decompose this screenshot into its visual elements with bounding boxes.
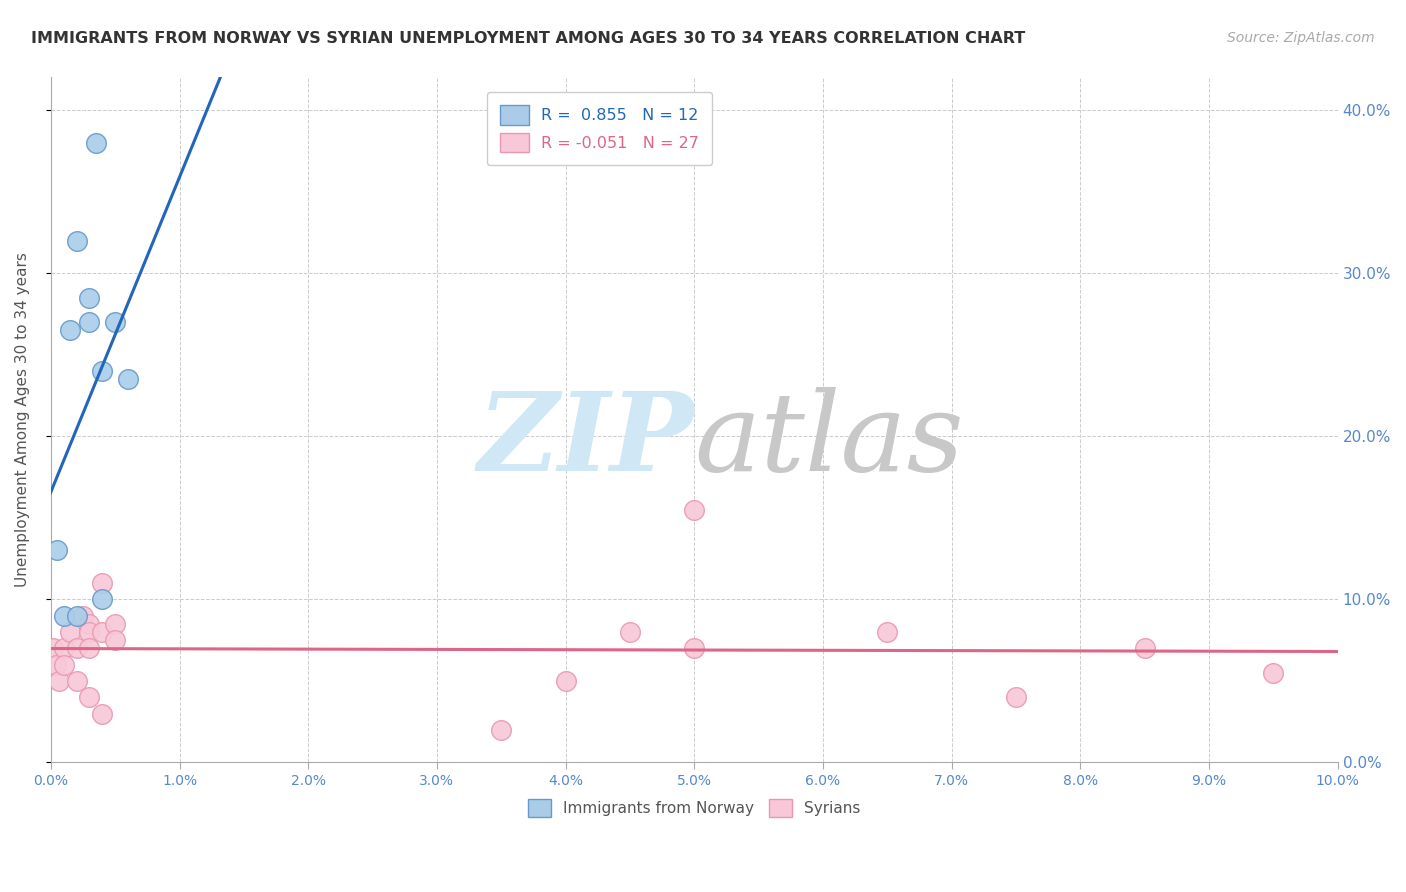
Point bbox=[45, 657, 67, 672]
Point bbox=[104, 633, 127, 648]
Point bbox=[48, 673, 70, 688]
Point bbox=[79, 291, 101, 305]
Text: Source: ZipAtlas.com: Source: ZipAtlas.com bbox=[1227, 31, 1375, 45]
Text: ZIP: ZIP bbox=[478, 387, 695, 494]
Point bbox=[1263, 665, 1285, 680]
Point bbox=[79, 315, 101, 329]
Point bbox=[489, 723, 512, 737]
Point bbox=[52, 641, 75, 656]
Point bbox=[1133, 641, 1156, 656]
Text: atlas: atlas bbox=[695, 387, 965, 494]
Point bbox=[42, 641, 65, 656]
Point bbox=[91, 706, 114, 721]
Point bbox=[91, 624, 114, 639]
Point bbox=[65, 673, 87, 688]
Point bbox=[104, 616, 127, 631]
Point bbox=[79, 641, 101, 656]
Point bbox=[91, 592, 114, 607]
Point bbox=[876, 624, 898, 639]
Point bbox=[79, 690, 101, 705]
Point bbox=[1005, 690, 1028, 705]
Point bbox=[46, 543, 69, 558]
Point bbox=[117, 372, 139, 386]
Point bbox=[683, 502, 706, 516]
Legend: Immigrants from Norway, Syrians: Immigrants from Norway, Syrians bbox=[522, 792, 868, 823]
Point bbox=[65, 234, 87, 248]
Point bbox=[65, 608, 87, 623]
Text: IMMIGRANTS FROM NORWAY VS SYRIAN UNEMPLOYMENT AMONG AGES 30 TO 34 YEARS CORRELAT: IMMIGRANTS FROM NORWAY VS SYRIAN UNEMPLO… bbox=[31, 31, 1025, 46]
Point bbox=[79, 616, 101, 631]
Point bbox=[59, 323, 82, 337]
Point bbox=[619, 624, 641, 639]
Point bbox=[91, 364, 114, 378]
Point bbox=[65, 641, 87, 656]
Point bbox=[84, 136, 107, 150]
Point bbox=[72, 608, 94, 623]
Point bbox=[104, 315, 127, 329]
Point bbox=[59, 624, 82, 639]
Point bbox=[52, 608, 75, 623]
Point bbox=[683, 641, 706, 656]
Point bbox=[91, 576, 114, 591]
Point bbox=[79, 624, 101, 639]
Point bbox=[554, 673, 576, 688]
Point bbox=[52, 657, 75, 672]
Y-axis label: Unemployment Among Ages 30 to 34 years: Unemployment Among Ages 30 to 34 years bbox=[15, 252, 30, 587]
